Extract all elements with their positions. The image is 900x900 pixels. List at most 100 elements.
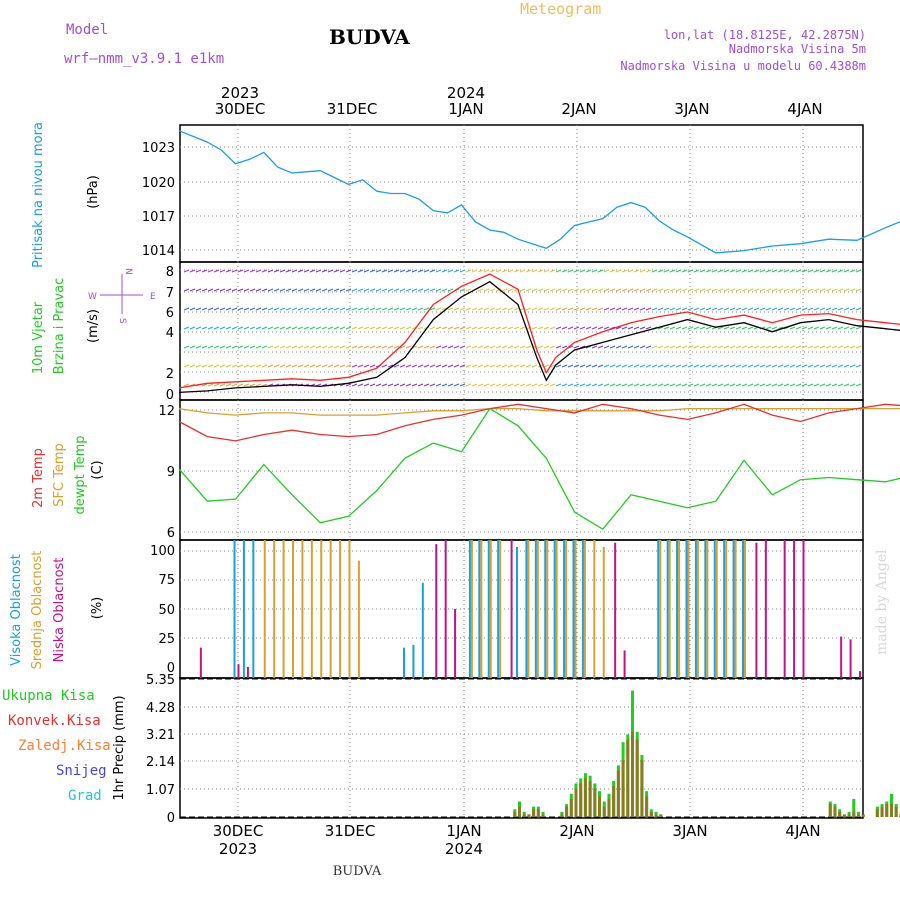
- wind-barb: [531, 288, 538, 292]
- wind-barb: [573, 326, 580, 330]
- wind-barb: [483, 269, 490, 273]
- precip-bar-conv: [612, 786, 616, 817]
- wind-barb: [813, 307, 820, 311]
- wind-barb: [633, 288, 640, 292]
- pressure-line: [178, 130, 900, 254]
- wind-barb: [243, 288, 250, 292]
- wind-barb: [561, 288, 568, 292]
- wind-barb: [807, 345, 814, 349]
- wind-barb: [297, 307, 304, 311]
- wind-barb: [651, 345, 658, 349]
- wind-barb: [795, 326, 802, 330]
- wind-barb: [477, 288, 484, 292]
- wind-tick-7: 7: [166, 286, 174, 301]
- wind-label-2: Brzina i Pravac: [52, 278, 67, 375]
- wind-barb: [507, 383, 514, 387]
- wind-barb: [747, 288, 754, 292]
- wind-barb: [201, 383, 208, 387]
- precip-bar-conv: [833, 806, 837, 817]
- wind-barb: [705, 383, 712, 387]
- wind-barb: [621, 326, 628, 330]
- cloud-bar-mid: [583, 540, 586, 678]
- wind-barb: [765, 383, 772, 387]
- wind-barb: [513, 269, 520, 273]
- wind-barb: [765, 307, 772, 311]
- cloud-bar-low: [840, 636, 843, 678]
- bottom-day-30dec: 30DEC: [213, 822, 264, 840]
- wind-barb: [819, 383, 826, 387]
- wind-barb: [843, 383, 850, 387]
- wind-barb: [309, 326, 316, 330]
- cloud-bar-low: [444, 540, 447, 678]
- temp-label-t2m: 2m Temp: [31, 448, 46, 508]
- wind-tick: 4: [166, 326, 174, 341]
- wind-barb: [615, 269, 622, 273]
- wind-barb: [585, 307, 592, 311]
- wind-barb: [561, 326, 568, 330]
- wind-barb: [207, 288, 214, 292]
- wind-barb: [429, 383, 436, 387]
- wind-barb: [663, 383, 670, 387]
- wind-barb: [345, 326, 352, 330]
- wind-barb: [753, 307, 760, 311]
- wind-barb: [423, 288, 430, 292]
- precip-bar-conv: [842, 814, 846, 817]
- wind-barb: [393, 326, 400, 330]
- wind-barb: [711, 345, 718, 349]
- precip-bar-conv: [861, 814, 865, 817]
- precip-bar-conv: [536, 809, 540, 817]
- wind-barb: [255, 345, 262, 349]
- wind-barb: [399, 326, 406, 330]
- cloud-bar-mid: [357, 560, 360, 678]
- wind-barb: [339, 345, 346, 349]
- precip-tick: 0: [167, 811, 175, 826]
- wind-barb: [339, 364, 346, 368]
- wind-barb: [285, 269, 292, 273]
- wind-barb: [513, 383, 520, 387]
- wind-barb: [501, 326, 508, 330]
- wind-barb: [585, 383, 592, 387]
- wind-barb: [729, 307, 736, 311]
- wind-barb: [345, 345, 352, 349]
- t2m-temp-line: [178, 403, 900, 442]
- cloud-bar-mid: [263, 540, 266, 678]
- wind-barb: [321, 307, 328, 311]
- wind-barb: [357, 383, 364, 387]
- wind-barb: [813, 383, 820, 387]
- wind-barb: [297, 269, 304, 273]
- wind-barb: [555, 383, 562, 387]
- wind-barb: [267, 307, 274, 311]
- wind-barb: [825, 326, 832, 330]
- wind-barb: [315, 345, 322, 349]
- precip-bar-conv: [828, 804, 832, 817]
- wind-barb: [753, 288, 760, 292]
- wind-barb: [579, 326, 586, 330]
- wind-barb: [453, 364, 460, 368]
- wind-barb: [813, 364, 820, 368]
- wind-barb: [837, 383, 844, 387]
- chart-marks: [178, 130, 900, 817]
- wind-barb: [723, 345, 730, 349]
- wind-barb: [819, 269, 826, 273]
- wind-barb: [393, 364, 400, 368]
- wind-barb: [735, 383, 742, 387]
- wind-barb: [573, 288, 580, 292]
- wind-barb: [231, 288, 238, 292]
- wind-barb: [777, 288, 784, 292]
- wind-barb: [513, 364, 520, 368]
- wind-barb: [381, 345, 388, 349]
- wind-barb: [663, 307, 670, 311]
- cloud-bar-mid: [546, 540, 549, 678]
- precip-bar-conv: [518, 806, 521, 817]
- wind-barb: [711, 288, 718, 292]
- wind-barb: [513, 307, 520, 311]
- wind-barb: [663, 288, 670, 292]
- wind-barb: [783, 383, 790, 387]
- wind-barb: [705, 288, 712, 292]
- wind-barb: [441, 364, 448, 368]
- wind-barb: [237, 326, 244, 330]
- top-year-2024: 2024: [447, 84, 485, 102]
- top-day-31dec: 31DEC: [327, 100, 378, 118]
- wind-barb: [489, 345, 496, 349]
- wind-barb: [789, 326, 796, 330]
